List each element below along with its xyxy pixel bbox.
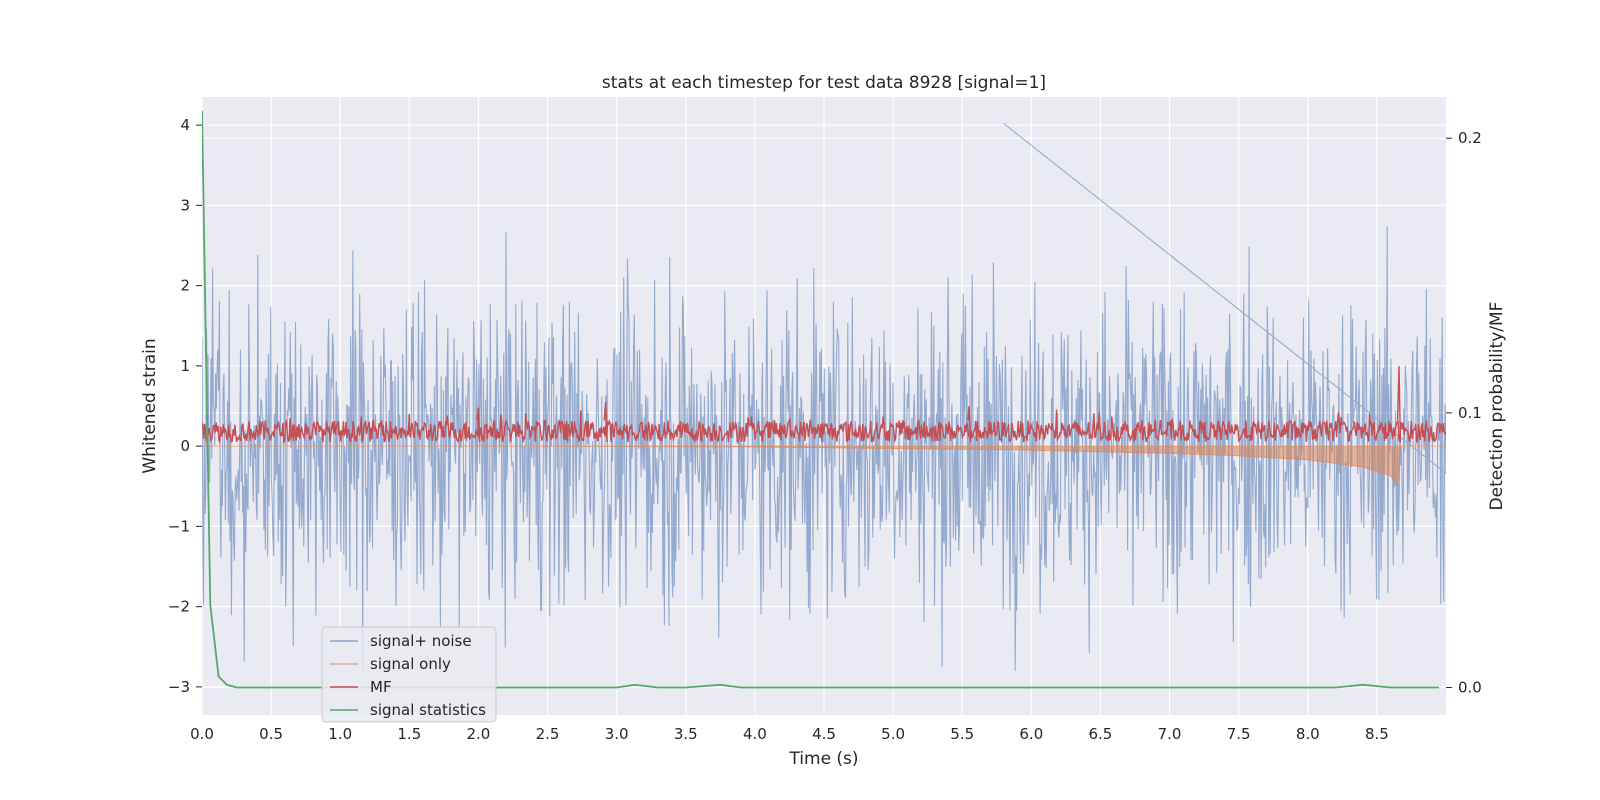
x-tick-label: 7.5 xyxy=(1227,725,1251,743)
x-axis-label: Time (s) xyxy=(788,749,858,769)
legend-label: MF xyxy=(370,678,392,696)
y-tick-label: −2 xyxy=(168,598,190,616)
x-tick-label: 0.0 xyxy=(190,725,214,743)
y-tick-label: 2 xyxy=(180,277,190,295)
series-layer xyxy=(202,110,1446,689)
legend-label: signal only xyxy=(370,655,451,673)
y2-tick-label: 0.1 xyxy=(1458,404,1482,422)
axis-ticks: 0.0 0.5 1.0 1.5 2.0 2.5 3.0 3.5 4.0 4.5 5.0 5.5 6.0 6… xyxy=(168,116,1482,743)
legend-label: signal+ noise xyxy=(370,632,472,650)
y-tick-label: 3 xyxy=(180,196,190,214)
x-tick-label: 2.5 xyxy=(536,725,560,743)
y-tick-label: 0 xyxy=(180,437,190,455)
y-tick-label: 4 xyxy=(180,116,190,134)
x-tick-label: 5.5 xyxy=(950,725,974,743)
x-tick-label: 1.0 xyxy=(328,725,352,743)
series-signal-statistics xyxy=(202,110,1440,689)
x-tick-label: 4.0 xyxy=(743,725,767,743)
x-tick-label: 3.0 xyxy=(605,725,629,743)
series-signal-plus-noise xyxy=(202,123,1446,671)
x-tick-label: 5.0 xyxy=(881,725,905,743)
x-tick-label: 8.0 xyxy=(1296,725,1320,743)
series-signal-only xyxy=(202,445,1446,488)
y-axis-label: Whitened strain xyxy=(140,338,160,473)
y2-axis-label: Detection probability/MF xyxy=(1487,302,1507,511)
legend-box xyxy=(321,626,497,723)
series-mf xyxy=(202,365,1446,445)
y-tick-label: −3 xyxy=(168,678,190,696)
y-tick-label: 1 xyxy=(180,357,190,375)
x-tick-label: 6.5 xyxy=(1089,725,1113,743)
x-tick-label: 1.5 xyxy=(397,725,421,743)
x-tick-label: 3.5 xyxy=(674,725,698,743)
legend: signal+ noise signal only MF signal statist… xyxy=(321,626,497,723)
chart-title: stats at each timestep for test data 892… xyxy=(602,73,1046,93)
x-tick-label: 8.5 xyxy=(1365,725,1389,743)
y-tick-label: −1 xyxy=(168,517,190,535)
y2-tick-label: 0.0 xyxy=(1458,679,1482,697)
x-tick-label: 6.0 xyxy=(1019,725,1043,743)
x-tick-label: 2.0 xyxy=(467,725,491,743)
x-tick-label: 4.5 xyxy=(812,725,836,743)
x-tick-label: 0.5 xyxy=(259,725,283,743)
x-tick-label: 7.0 xyxy=(1158,725,1182,743)
legend-label: signal statistics xyxy=(370,701,486,719)
y2-tick-label: 0.2 xyxy=(1458,129,1482,147)
